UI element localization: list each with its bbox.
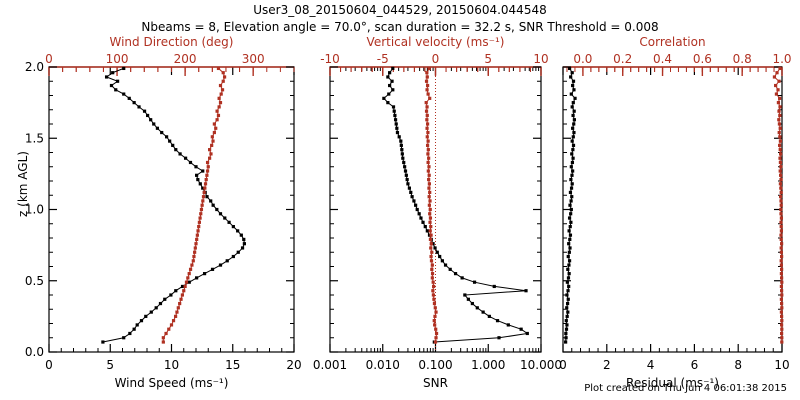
x-tick-label: 0.010 [366, 358, 400, 372]
x-tick-label-top: 100 [106, 52, 129, 66]
y-tick-label: 1.5 [25, 131, 44, 145]
y-tick-label: 0.0 [25, 345, 44, 359]
data-series [161, 66, 227, 344]
x-tick-label: 0.001 [313, 358, 347, 372]
x-tick-label: 1.000 [471, 358, 505, 372]
x-tick-label-top: -10 [320, 52, 340, 66]
x-tick-label: 4 [647, 358, 655, 372]
x-tick-label: 0.100 [418, 358, 452, 372]
figure-title: User3_08_20150604_044529, 20150604.04454… [253, 3, 547, 17]
x-tick-label: 6 [691, 358, 699, 372]
x-tick-label-top: 0.4 [653, 52, 672, 66]
x-tick-label-top: 10 [533, 52, 548, 66]
x-tick-label-top: 0.0 [573, 52, 592, 66]
x-axis-label-top: Wind Direction (deg) [110, 35, 234, 49]
data-series [101, 66, 246, 344]
x-axis-label: Residual (ms⁻¹) [626, 376, 719, 390]
x-tick-label: 15 [225, 358, 240, 372]
y-tick-label: 1.0 [25, 203, 44, 217]
y-tick-label: 2.0 [25, 60, 44, 74]
x-axis-label-top: Correlation [639, 35, 705, 49]
x-tick-label: 5 [106, 358, 114, 372]
y-tick-label: 0.5 [25, 274, 44, 288]
figure-subtitle: Nbeams = 8, Elevation angle = 70.0°, sca… [141, 20, 659, 34]
x-tick-label-top: 0 [45, 52, 53, 66]
x-tick-label: 10 [164, 358, 179, 372]
x-tick-label-top: 5 [484, 52, 492, 66]
x-tick-label: 2 [603, 358, 611, 372]
x-tick-label: 0 [45, 358, 53, 372]
x-axis-label: Wind Speed (ms⁻¹) [115, 376, 229, 390]
x-tick-label: 0 [559, 358, 567, 372]
data-series [772, 66, 784, 344]
x-tick-label: 10.000 [520, 358, 562, 372]
data-series [564, 66, 577, 344]
data-series [424, 66, 439, 344]
x-tick-label-top: -5 [377, 52, 389, 66]
data-series [382, 66, 529, 344]
x-tick-label-top: 200 [174, 52, 197, 66]
x-tick-label-top: 0 [432, 52, 440, 66]
plot-created-footer: Plot created on Thu Jun 4 06:01:38 2015 [584, 383, 787, 394]
x-tick-label: 20 [286, 358, 301, 372]
x-tick-label: 10 [774, 358, 789, 372]
x-tick-label-top: 1.0 [772, 52, 791, 66]
x-tick-label-top: 300 [242, 52, 265, 66]
x-tick-label-top: 0.2 [613, 52, 632, 66]
x-axis-label: SNR [423, 376, 448, 390]
x-axis-label-top: Vertical velocity (ms⁻¹) [367, 35, 505, 49]
x-tick-label-top: 0.8 [733, 52, 752, 66]
x-tick-label-top: 0.6 [693, 52, 712, 66]
x-tick-label: 8 [734, 358, 742, 372]
